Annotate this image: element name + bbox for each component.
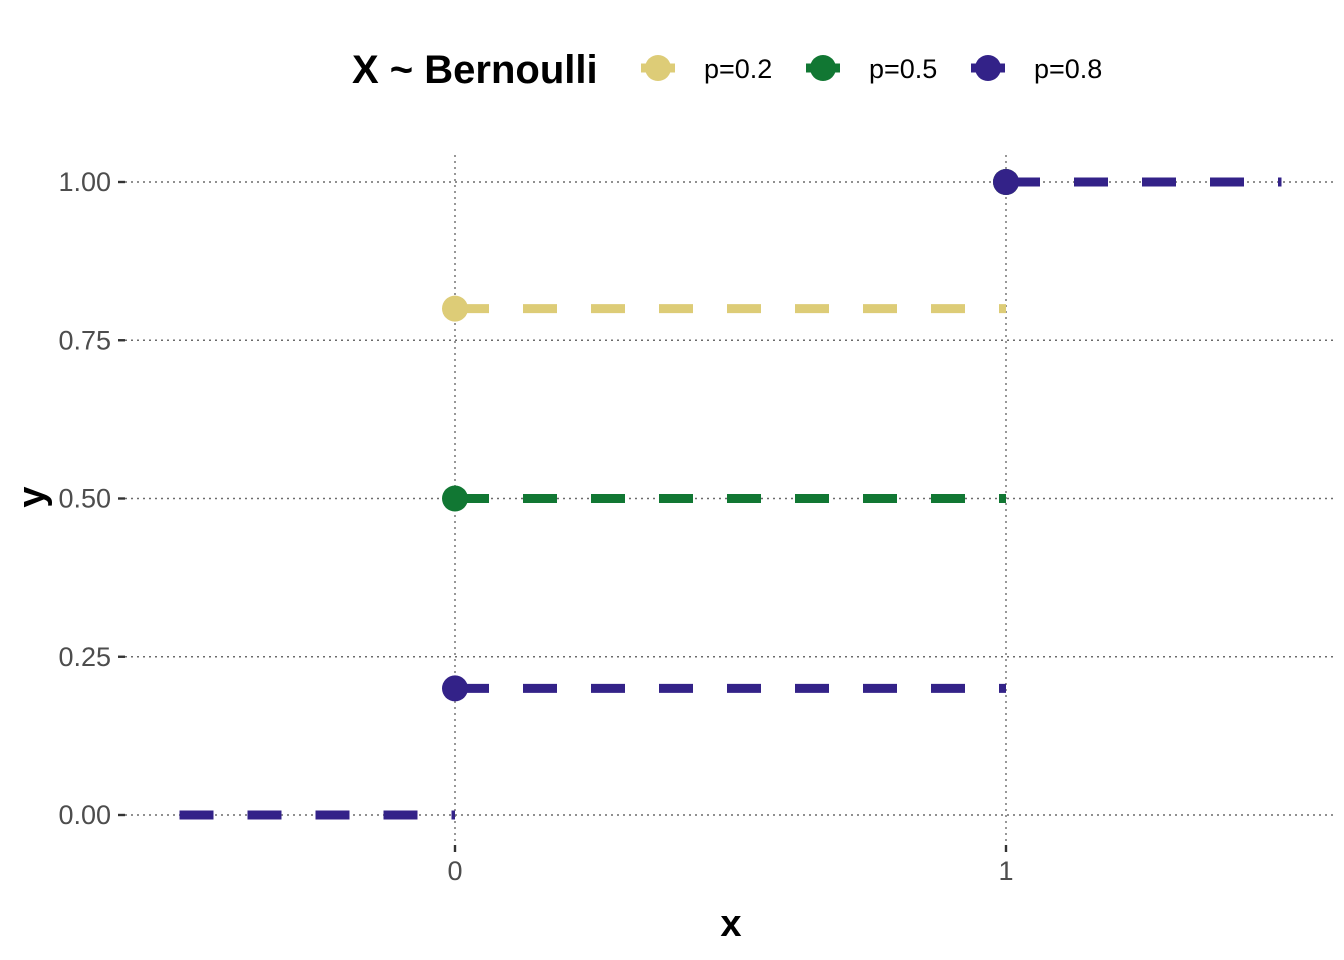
series-p=0.5 [179, 169, 1282, 820]
x-tick-label: 0 [447, 856, 462, 886]
series-point [442, 675, 468, 702]
axes: 0.00 0.25 0.50 0.75 1.00 0 1 [58, 167, 1013, 886]
legend-label: p=0.8 [1034, 54, 1102, 84]
series-p=0.2 [179, 169, 1282, 820]
grid-lines [125, 155, 1336, 845]
y-tick-label: 0.25 [58, 642, 111, 672]
legend-marker [810, 55, 836, 81]
legend-marker [975, 55, 1001, 81]
series-point [442, 485, 468, 512]
y-tick-label: 0.75 [58, 325, 111, 355]
legend-key-p=0.2: p=0.2 [641, 54, 772, 84]
legend-label: p=0.2 [704, 54, 772, 84]
y-tick-label: 1.00 [58, 167, 111, 197]
series-point [993, 169, 1019, 195]
series-point [442, 295, 468, 322]
series-layer [179, 169, 1282, 820]
x-axis-title: x [720, 903, 741, 945]
legend-label: p=0.5 [869, 54, 937, 84]
legend-key-p=0.8: p=0.8 [971, 54, 1102, 84]
legend-title: X ~ Bernoulli [352, 48, 598, 92]
x-tick-label: 1 [998, 856, 1013, 886]
y-axis-title: y [11, 486, 53, 507]
y-tick-label: 0.50 [58, 484, 111, 514]
legend-marker [645, 55, 671, 81]
series-p=0.8 [179, 169, 1282, 820]
legend-key-p=0.5: p=0.5 [806, 54, 937, 84]
legend: X ~ Bernoulli p=0.2 p=0.5 p=0.8 [352, 48, 1102, 92]
y-tick-label: 0.00 [58, 800, 111, 830]
